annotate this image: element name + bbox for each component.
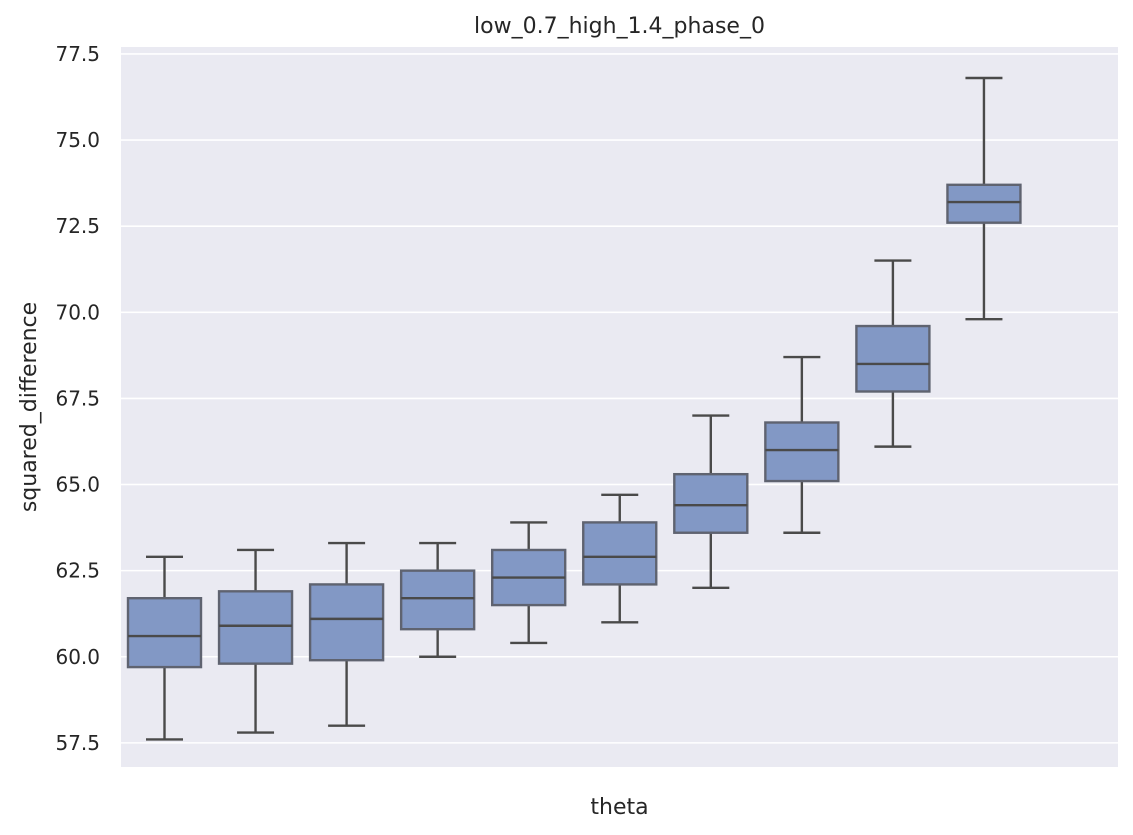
y-axis-label: squared_difference (17, 302, 42, 512)
box-10 (946, 76, 1022, 321)
y-tick-label: 57.5 (55, 731, 100, 755)
x-axis-label: theta (590, 795, 648, 820)
iqr-box (764, 421, 840, 483)
box-2 (217, 548, 294, 734)
y-tick-label: 60.0 (55, 645, 100, 669)
iqr-box (946, 183, 1022, 224)
iqr-box (399, 569, 476, 631)
iqr-box (673, 472, 749, 534)
boxes-group (126, 76, 1022, 741)
y-tick-label: 77.5 (55, 42, 100, 66)
chart-title: low_0.7_high_1.4_phase_0 (474, 14, 765, 39)
y-tick-labels: 57.5 60.0 62.5 65.0 67.5 70.0 72.5 75.0 77.5 (55, 42, 100, 755)
y-tick-label: 75.0 (55, 128, 100, 152)
y-tick-label: 62.5 (55, 559, 100, 583)
box-3 (308, 541, 385, 727)
box-7 (673, 414, 749, 590)
y-tick-label: 72.5 (55, 214, 100, 238)
iqr-box (126, 596, 203, 669)
y-tick-label: 67.5 (55, 386, 100, 410)
box-8 (764, 355, 840, 534)
iqr-box (582, 521, 658, 586)
y-tick-label: 70.0 (55, 300, 100, 324)
box-5 (491, 521, 567, 645)
iqr-box (855, 324, 931, 393)
box-1 (126, 555, 203, 741)
iqr-box (217, 590, 294, 665)
iqr-box (308, 583, 385, 662)
box-9 (855, 259, 931, 448)
box-4 (399, 541, 476, 658)
y-tick-label: 65.0 (55, 473, 100, 497)
box-6 (582, 493, 658, 624)
